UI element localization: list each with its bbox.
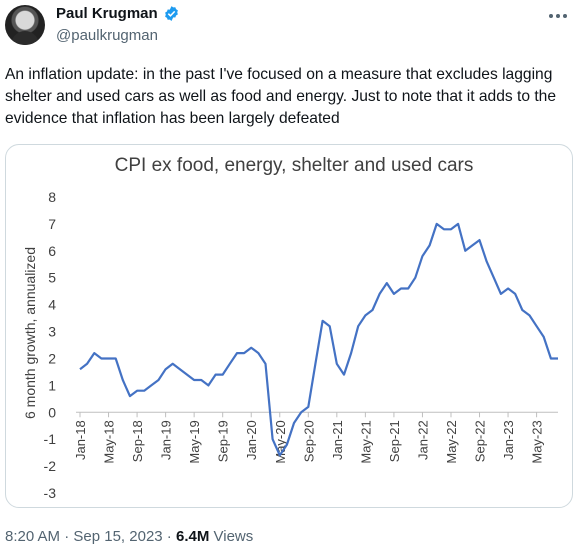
author-avatar[interactable]	[5, 5, 45, 45]
tweet-meta: 8:20 AM · Sep 15, 2023 · 6.4M Views	[5, 528, 254, 545]
x-tick-label: May-19	[187, 420, 202, 463]
x-tick-label: Jan-22	[415, 420, 430, 460]
x-tick-label: Sep-20	[301, 420, 316, 462]
tweet-text: An inflation update: in the past I've fo…	[5, 66, 557, 127]
y-tick-label: 2	[48, 350, 56, 366]
x-tick-label: Sep-18	[130, 420, 145, 462]
x-tick-label: Jan-23	[501, 420, 516, 460]
x-tick-label: Sep-21	[387, 420, 402, 462]
y-tick-label: -3	[44, 485, 57, 501]
x-tick-label: Jan-19	[159, 420, 174, 460]
line-chart: CPI ex food, energy, shelter and used ca…	[22, 155, 558, 501]
tweet-time[interactable]: 8:20 AM	[5, 528, 61, 545]
x-tick-label: May-21	[358, 420, 373, 463]
y-tick-label: 5	[48, 270, 56, 286]
y-tick-label: -2	[44, 458, 57, 474]
y-tick-label: 7	[48, 216, 56, 232]
author-name[interactable]: Paul Krugman	[56, 5, 158, 22]
more-options-icon[interactable]	[546, 4, 570, 28]
y-tick-label: -1	[44, 431, 57, 447]
author-handle[interactable]: @paulkrugman	[56, 27, 158, 44]
x-tick-label: Jan-20	[244, 420, 259, 460]
chart-image[interactable]: CPI ex food, energy, shelter and used ca…	[5, 144, 573, 508]
tweet-date[interactable]: Sep 15, 2023	[73, 528, 163, 545]
x-tick-label: Jan-18	[73, 420, 88, 460]
x-tick-label: May-20	[273, 420, 288, 463]
y-tick-label: 1	[48, 377, 56, 393]
series-line	[79, 222, 558, 457]
y-tick-label: 3	[48, 324, 56, 340]
verified-badge-icon	[164, 6, 178, 21]
y-tick-label: 4	[48, 297, 56, 313]
x-tick-label: Sep-19	[216, 420, 231, 462]
views-count: 6.4M	[175, 528, 210, 545]
x-tick-label: Jan-21	[330, 420, 345, 460]
y-tick-label: 8	[48, 189, 56, 205]
views-label: Views	[213, 528, 254, 545]
y-tick-label: 0	[48, 404, 56, 420]
x-tick-label: May-22	[444, 420, 459, 463]
x-tick-label: Sep-22	[473, 420, 488, 462]
chart-title: CPI ex food, energy, shelter and used ca…	[115, 155, 474, 176]
y-tick-label: 6	[48, 243, 56, 259]
x-tick-label: May-23	[530, 420, 545, 463]
y-axis-label: 6 month growth, annualized	[22, 247, 38, 419]
x-tick-label: May-18	[102, 420, 117, 463]
